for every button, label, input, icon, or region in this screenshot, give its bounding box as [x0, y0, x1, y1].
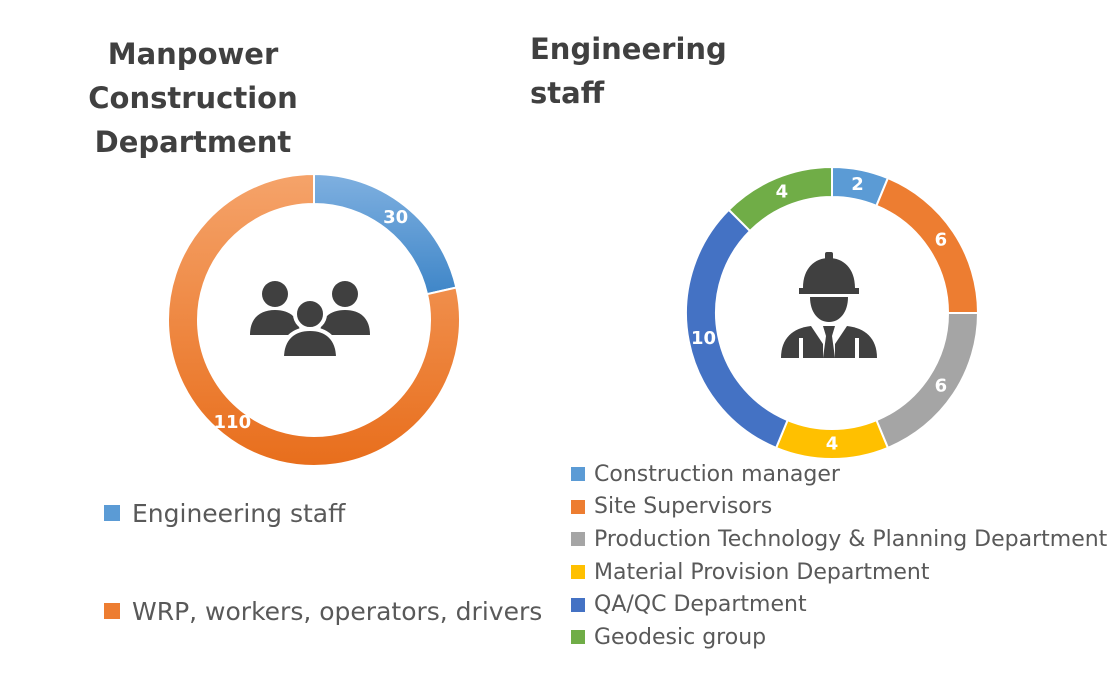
legend-item-site-supervisors: Site Supervisors	[571, 491, 1107, 524]
legend-item-production-technology: Production Technology & Planning Departm…	[571, 523, 1107, 556]
legend-item-wrp-workers: WRP, workers, operators, drivers	[104, 593, 542, 629]
legend-label: Material Provision Department	[594, 559, 930, 585]
legend-swatch	[571, 499, 585, 514]
chart-title-manpower: Manpower Construction Department	[88, 37, 298, 159]
legend-label: WRP, workers, operators, drivers	[132, 596, 543, 626]
donut-slice-site-supervisors	[875, 176, 980, 314]
legend-label: QA/QC Department	[594, 592, 807, 618]
donut-slice-wrp-workers-operators-drivers	[167, 172, 461, 467]
data-label-construction-manager: 2	[851, 174, 864, 195]
data-label-geodesic-group: 4	[776, 181, 789, 202]
data-label-engineering-staff: 30	[383, 207, 408, 228]
legend-item-construction-manager: Construction manager	[571, 458, 1107, 491]
legend-label: Engineering staff	[132, 498, 346, 528]
data-label-production-technology-planning-department: 6	[935, 375, 948, 396]
legend-item-geodesic-group: Geodesic group	[571, 621, 1107, 654]
donut-chart-engineering: 2 6 6 4 10 4	[685, 165, 980, 460]
legend-label: Geodesic group	[594, 624, 767, 650]
data-label-material-provision-department: 4	[826, 434, 839, 455]
legend-engineering: Construction manager Site Supervisors Pr…	[571, 458, 1107, 654]
donut-chart-manpower: 30 110	[167, 172, 461, 467]
legend-label: Construction manager	[594, 461, 840, 487]
legend-swatch	[104, 505, 120, 521]
donut-slice-production-technology-planning-department	[875, 312, 980, 450]
people-group-icon	[250, 281, 370, 360]
data-label-site-supervisors: 6	[935, 230, 948, 251]
legend-item-material-provision: Material Provision Department	[571, 556, 1107, 589]
legend-label: Site Supervisors	[594, 494, 773, 520]
data-label-wrp-workers-operators-drivers: 110	[214, 412, 252, 433]
legend-item-engineering-staff: Engineering staff	[104, 495, 542, 531]
construction-worker-icon	[781, 252, 877, 358]
donut-slice-geodesic-group	[727, 165, 833, 233]
legend-swatch	[571, 597, 585, 612]
legend-manpower: Engineering staff WRP, workers, operator…	[104, 495, 542, 691]
legend-swatch	[104, 603, 120, 619]
legend-label: Production Technology & Planning Departm…	[594, 526, 1108, 552]
legend-swatch	[571, 467, 585, 482]
legend-swatch	[571, 565, 585, 580]
legend-item-qa-qc: QA/QC Department	[571, 588, 1107, 621]
legend-swatch	[571, 532, 585, 547]
data-label-qa-qc-department: 10	[691, 328, 716, 349]
legend-swatch	[571, 630, 585, 645]
chart-title-engineering: Engineering staff	[530, 32, 727, 110]
